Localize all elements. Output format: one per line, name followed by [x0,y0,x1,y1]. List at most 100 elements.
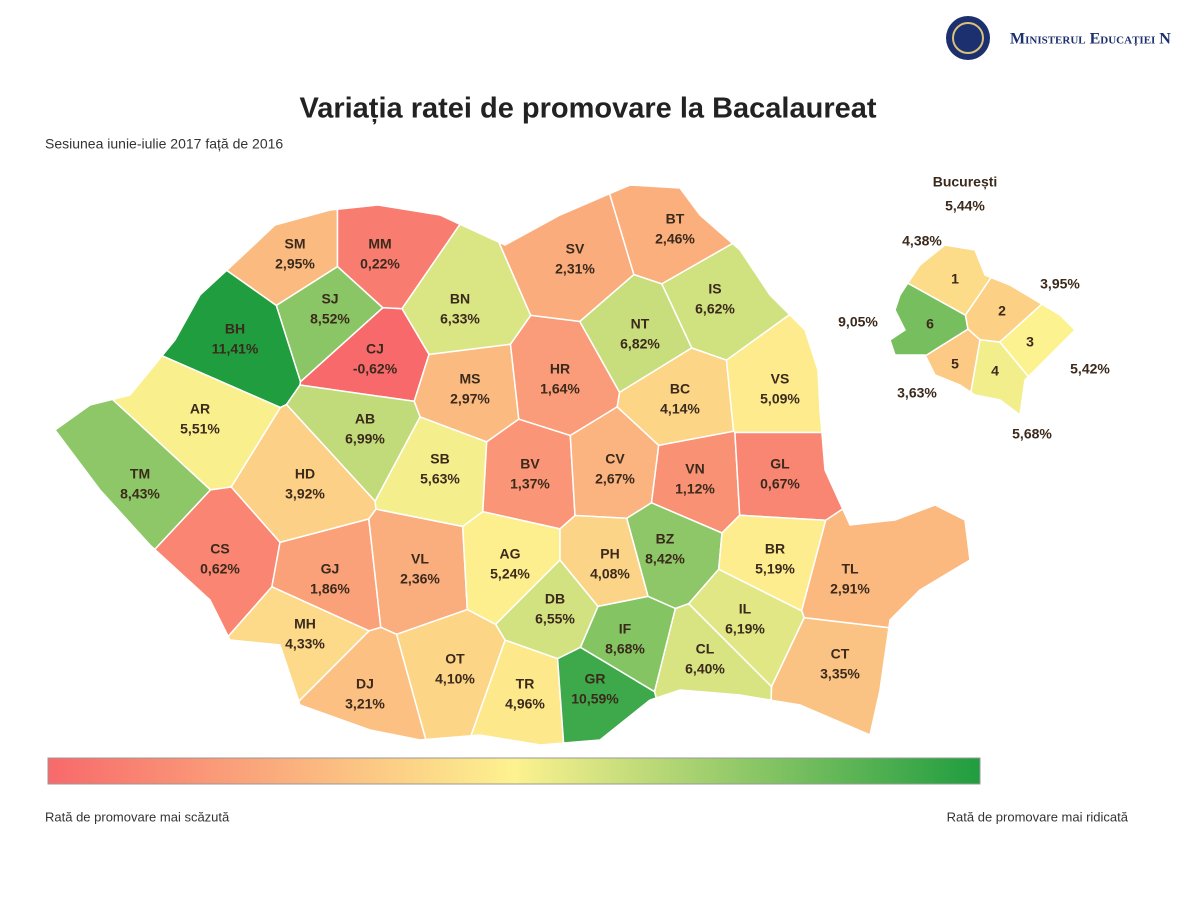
sector-number: 6 [926,316,934,332]
sector-number: 2 [998,303,1006,319]
county-code: AR [190,401,210,417]
county-value: 6,99% [345,431,385,447]
county-code: CV [605,451,625,467]
county-value: 8,52% [310,311,350,327]
county-value: 4,96% [505,696,545,712]
county-code: DJ [356,676,374,692]
county-value: 6,82% [620,336,660,352]
county-code: AG [500,546,521,562]
legend-high: Rată de promovare mai ridicată [947,809,1129,824]
county-value: 4,14% [660,401,700,417]
county-value: 0,67% [760,476,800,492]
county-value: 3,35% [820,666,860,682]
county-code: MS [460,371,481,387]
county-code: DB [545,591,565,607]
county [770,616,890,737]
subtitle: Sesiunea iunie-iulie 2017 față de 2016 [45,136,283,152]
county-code: MM [368,236,391,252]
county-code: BT [666,211,685,227]
county-code: BV [520,456,540,472]
sector-value: 5,68% [1012,426,1052,442]
county [800,504,971,629]
county-value: 4,10% [435,671,475,687]
sector-value: 9,05% [838,314,878,330]
legend-low: Rată de promovare mai scăzută [45,809,230,824]
county-value: 6,55% [535,611,575,627]
county-code: GJ [321,561,340,577]
county-code: GR [585,671,606,687]
county-value: 5,51% [180,421,220,437]
county-value: 1,12% [675,481,715,497]
county-code: CT [831,646,850,662]
county-value: 6,62% [695,301,735,317]
county-code: VL [411,551,429,567]
sector-value: 3,95% [1040,276,1080,292]
county [297,626,427,741]
county-code: IS [708,281,721,297]
county-value: 6,19% [725,621,765,637]
county-value: 6,40% [685,661,725,677]
ministry-name: Ministerul Educației N [1010,31,1171,48]
county-value: 2,36% [400,571,440,587]
county-value: 5,24% [490,566,530,582]
county-value: 2,97% [450,391,490,407]
county-code: BR [765,541,785,557]
county-code: PH [600,546,619,562]
county-code: SV [566,241,585,257]
county-code: SB [430,451,449,467]
county-value: 5,63% [420,471,460,487]
county-code: IF [619,621,632,637]
bucharest-name: București [933,174,998,190]
bucharest-value: 5,44% [945,198,985,214]
sector-value: 3,63% [897,385,937,401]
county-code: SM [285,236,306,252]
county-code: TM [130,466,150,482]
county-value: 2,46% [655,231,695,247]
sector-value: 4,38% [902,233,942,249]
county-value: 1,86% [310,581,350,597]
title: Variația ratei de promovare la Bacalaure… [299,93,876,125]
county-code: NT [631,316,650,332]
county-code: HR [550,361,570,377]
county-code: VS [771,371,790,387]
county-code: TR [516,676,535,692]
county-code: OT [445,651,465,667]
county-value: 2,31% [555,261,595,277]
county-value: 10,59% [571,691,619,707]
county-value: 2,95% [275,256,315,272]
county-value: 8,42% [645,551,685,567]
sector-number: 3 [1026,334,1034,350]
county-code: CS [210,541,229,557]
sector-number: 5 [951,356,959,372]
county-code: CL [696,641,715,657]
sector-number: 1 [951,271,959,287]
county-value: 2,67% [595,471,635,487]
county-value: -0,62% [353,361,398,377]
county-code: MH [294,616,316,632]
county-code: IL [739,601,752,617]
county-value: 3,92% [285,486,325,502]
county-value: 0,22% [360,256,400,272]
county-code: GL [770,456,790,472]
county-code: CJ [366,341,384,357]
county-code: SJ [321,291,338,307]
county-value: 4,08% [590,566,630,582]
county-code: TL [841,561,859,577]
county-value: 4,33% [285,636,325,652]
county-value: 1,64% [540,381,580,397]
sector-number: 4 [991,363,999,379]
county-value: 5,19% [755,561,795,577]
county-value: 8,43% [120,486,160,502]
county-value: 3,21% [345,696,385,712]
county-value: 0,62% [200,561,240,577]
county [53,398,212,551]
county-value: 11,41% [212,341,259,357]
sector [969,338,1030,417]
county-value: 8,68% [605,641,645,657]
legend-gradient [47,757,981,785]
sector [889,282,969,357]
county-value: 2,91% [830,581,870,597]
county-code: VN [685,461,704,477]
county-value: 5,09% [760,391,800,407]
